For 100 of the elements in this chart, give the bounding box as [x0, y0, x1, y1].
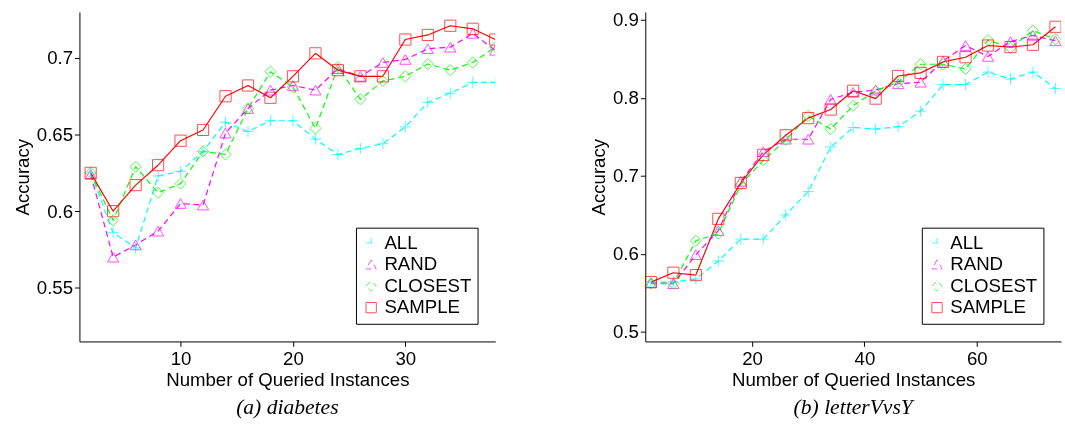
point [1004, 36, 1017, 47]
point [847, 121, 860, 134]
point [981, 39, 995, 52]
legend-label: RAND [384, 253, 438, 275]
point [399, 54, 412, 65]
point [174, 198, 187, 209]
point [421, 43, 434, 55]
point [466, 76, 479, 89]
legend-label: RAND [950, 253, 1004, 275]
point [174, 165, 187, 178]
point [219, 148, 232, 161]
x-tick-label: 20 [283, 348, 304, 370]
point [959, 62, 972, 76]
point [689, 234, 702, 247]
point [959, 51, 972, 64]
x-tick-label: 30 [395, 348, 417, 370]
point [107, 226, 120, 239]
point [959, 40, 972, 51]
point [959, 78, 972, 91]
point [981, 51, 995, 62]
point [354, 142, 367, 155]
point [824, 103, 837, 116]
point [712, 227, 725, 240]
x-tick-label: 10 [170, 348, 192, 370]
point [757, 154, 770, 167]
point [129, 179, 142, 192]
point [444, 64, 457, 77]
point [376, 74, 389, 87]
point [331, 148, 344, 161]
point [264, 65, 277, 78]
point [1026, 30, 1040, 41]
point [376, 70, 389, 83]
point [376, 137, 389, 150]
point [712, 254, 725, 268]
point [129, 239, 142, 251]
y-tick-label: 0.8 [613, 87, 639, 109]
point [892, 69, 905, 83]
point [309, 133, 322, 146]
point [734, 233, 747, 246]
point [466, 28, 479, 39]
point [667, 266, 680, 279]
text: (a) diabetes [236, 395, 339, 420]
legend-label: SAMPLE [384, 296, 460, 318]
point [309, 84, 322, 96]
point [399, 33, 412, 46]
point [1049, 82, 1062, 95]
point [824, 122, 837, 136]
point [196, 123, 210, 137]
point [264, 91, 277, 104]
point [129, 160, 142, 173]
point [1026, 24, 1040, 37]
point [824, 140, 837, 154]
point [309, 122, 322, 135]
point [421, 96, 434, 109]
point [107, 251, 120, 263]
point [802, 185, 815, 198]
point [757, 233, 770, 246]
point [1049, 20, 1062, 33]
point [466, 22, 479, 35]
point [689, 272, 702, 286]
point [376, 57, 389, 68]
point [174, 134, 187, 147]
point [152, 169, 165, 183]
legend-label: ALL [384, 231, 418, 253]
point [264, 84, 277, 96]
point [689, 269, 702, 282]
y-tick-label: 0.6 [613, 243, 639, 265]
legend-label: SAMPLE [950, 296, 1026, 318]
x-axis-title: Number of Queried Instances [732, 369, 976, 391]
point [241, 125, 255, 138]
y-tick-label: 0.6 [47, 200, 74, 222]
point [914, 76, 927, 88]
point [869, 92, 882, 105]
point [286, 114, 300, 127]
x-axis-title: Number of Queried Instances [166, 369, 410, 391]
point [219, 116, 232, 129]
point [152, 225, 165, 237]
point [689, 249, 702, 261]
point [892, 120, 905, 133]
point [219, 90, 232, 103]
point [847, 99, 860, 112]
point [241, 79, 255, 92]
point [914, 58, 927, 71]
point [196, 199, 210, 211]
point [444, 87, 457, 100]
point [399, 120, 412, 133]
y-axis-title: Accuracy [588, 138, 610, 216]
point [981, 33, 995, 47]
point [444, 41, 457, 53]
legend-label: CLOSEST [950, 274, 1038, 296]
point [802, 133, 815, 145]
point [1004, 73, 1017, 86]
point [264, 114, 277, 127]
point [981, 65, 995, 79]
point [174, 177, 187, 190]
x-tick-label: 40 [854, 348, 876, 370]
point [129, 241, 142, 255]
point [779, 129, 792, 142]
x-tick-label: 20 [742, 348, 763, 370]
point [1026, 65, 1040, 79]
